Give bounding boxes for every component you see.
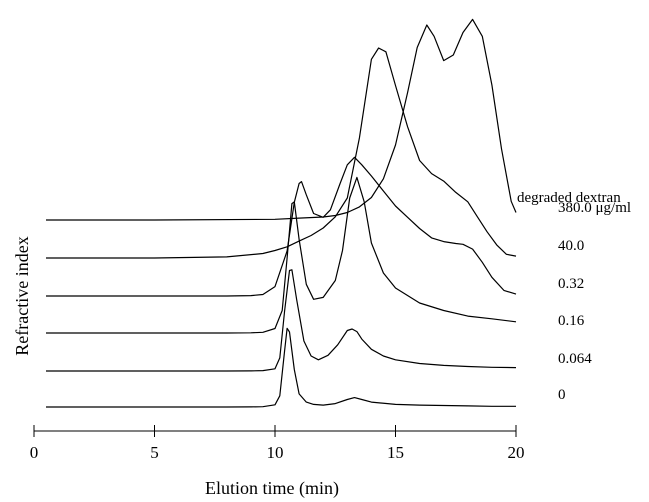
trace-line (46, 176, 517, 334)
trace-line (46, 156, 517, 297)
trace-label: 0.32 (558, 276, 584, 292)
trace-label: 40.0 (558, 238, 584, 254)
x-tick-label: 20 (508, 443, 525, 462)
x-axis: 0 5 10 15 20 (30, 425, 525, 462)
traces (46, 18, 517, 408)
y-axis-title: Refractive index (12, 236, 32, 355)
trace-label: 0 (558, 387, 566, 403)
x-tick-label: 10 (267, 443, 284, 462)
trace-line (46, 327, 516, 408)
legend-title: degraded dextran (517, 190, 621, 206)
trace-line (46, 47, 517, 259)
x-axis-title: Elution time (min) (205, 478, 339, 499)
trace-label: 0.064 (558, 351, 592, 367)
x-tick-label: 15 (387, 443, 404, 462)
trace-label: 0.16 (558, 313, 585, 329)
trace-line (46, 269, 517, 372)
x-tick-label: 5 (150, 443, 159, 462)
trace-labels: 0 0.064 0.16 0.32 40.0 380.0 μg/ml (558, 200, 631, 403)
trace-line (46, 18, 517, 221)
trace-label: 380.0 μg/ml (558, 200, 631, 216)
x-tick-label: 0 (30, 443, 39, 462)
